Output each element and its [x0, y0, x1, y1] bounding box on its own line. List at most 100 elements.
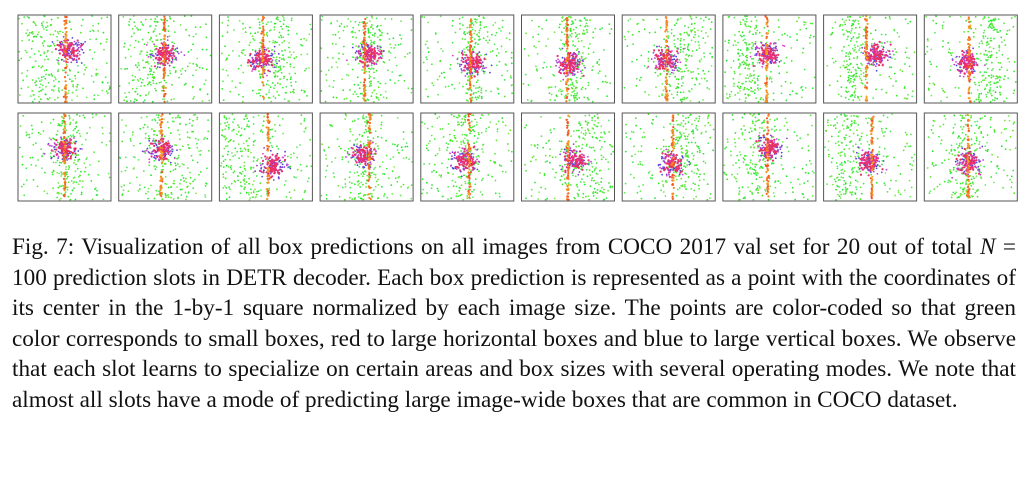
point — [973, 70, 976, 73]
point — [278, 56, 281, 59]
point — [856, 37, 858, 39]
point — [1006, 69, 1009, 72]
point — [290, 76, 292, 78]
point — [661, 83, 664, 85]
point — [482, 70, 485, 73]
point — [764, 61, 768, 64]
point — [270, 29, 272, 31]
point — [734, 40, 736, 42]
point — [758, 52, 761, 56]
point — [571, 23, 574, 25]
point — [542, 66, 545, 69]
point — [138, 64, 140, 67]
point — [50, 24, 52, 26]
point — [159, 66, 161, 69]
point — [33, 93, 35, 96]
point — [72, 177, 75, 179]
point — [359, 50, 362, 53]
point — [258, 70, 260, 73]
point — [370, 41, 373, 44]
point — [774, 61, 777, 64]
point — [674, 62, 677, 65]
point — [290, 17, 293, 20]
point — [747, 94, 750, 97]
point — [851, 27, 853, 30]
point — [63, 60, 65, 62]
point — [459, 22, 461, 25]
point — [889, 77, 892, 80]
point — [255, 65, 258, 68]
point — [72, 129, 75, 132]
point — [48, 137, 51, 140]
point — [238, 41, 241, 43]
point — [389, 52, 392, 54]
point — [812, 35, 815, 38]
point — [663, 70, 665, 73]
point — [583, 64, 585, 67]
point — [532, 36, 534, 38]
point — [766, 93, 770, 96]
point — [266, 31, 268, 34]
point — [997, 61, 1000, 64]
point — [745, 77, 747, 79]
point — [188, 34, 191, 37]
point — [746, 47, 749, 49]
point — [139, 77, 142, 80]
point — [321, 15, 324, 18]
point — [64, 90, 67, 93]
point — [367, 31, 370, 34]
point — [272, 82, 274, 84]
point — [485, 66, 487, 69]
point — [261, 18, 264, 21]
point — [93, 151, 95, 154]
point — [906, 56, 908, 59]
point — [686, 46, 689, 48]
point — [368, 50, 371, 53]
point — [68, 89, 70, 92]
point — [858, 26, 861, 29]
point — [244, 27, 247, 29]
point — [985, 54, 988, 56]
point — [571, 82, 574, 84]
point — [262, 25, 265, 28]
point — [478, 51, 481, 53]
point — [288, 46, 290, 49]
point — [942, 40, 944, 42]
point — [508, 32, 511, 35]
point — [222, 80, 224, 83]
point — [656, 54, 660, 58]
point — [454, 31, 457, 34]
point — [153, 76, 156, 78]
point — [498, 60, 501, 63]
point — [451, 54, 454, 57]
point — [745, 97, 747, 99]
point — [363, 87, 366, 90]
point — [730, 90, 733, 93]
point — [127, 48, 130, 51]
point — [462, 24, 464, 26]
point — [739, 21, 742, 24]
point — [38, 86, 41, 89]
point — [70, 41, 73, 45]
point — [682, 50, 685, 53]
point — [483, 26, 486, 29]
point — [573, 90, 575, 93]
point — [242, 28, 244, 30]
point — [853, 73, 855, 76]
point — [168, 35, 171, 37]
point — [966, 75, 970, 78]
point — [52, 89, 55, 92]
point — [968, 51, 971, 54]
point — [650, 58, 653, 60]
point — [872, 61, 875, 64]
point — [576, 86, 578, 89]
point — [74, 75, 76, 77]
point — [988, 75, 991, 77]
point — [251, 49, 254, 51]
point — [470, 74, 473, 78]
point — [980, 92, 983, 95]
point — [90, 75, 93, 77]
point — [756, 50, 760, 53]
point — [56, 141, 59, 144]
point — [772, 61, 776, 64]
